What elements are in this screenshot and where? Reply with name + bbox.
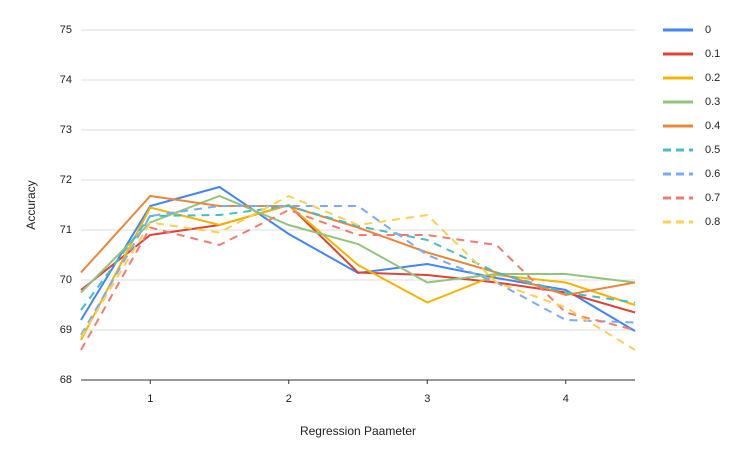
- legend-label: 0: [705, 24, 711, 36]
- legend-label: 0.1: [705, 48, 720, 60]
- series-line: [80, 194, 636, 297]
- legend-label: 0.3: [705, 96, 720, 108]
- y-tick-label: 72: [60, 174, 72, 186]
- series-line: [80, 208, 636, 351]
- y-tick-label: 74: [60, 74, 72, 86]
- x-tick-label: 2: [286, 393, 292, 405]
- y-tick-label: 75: [60, 24, 72, 36]
- x-axis-title: Regression Paameter: [300, 424, 416, 438]
- legend-label: 0.7: [705, 192, 720, 204]
- y-tick-label: 70: [60, 274, 72, 286]
- legend-label: 0.5: [705, 144, 720, 156]
- x-tick-label: 1: [147, 393, 153, 405]
- y-axis-title: Accuracy: [24, 180, 38, 229]
- y-tick-label: 71: [60, 224, 72, 236]
- x-tick-label: 3: [424, 393, 430, 405]
- legend-label: 0.2: [705, 72, 720, 84]
- y-tick-label: 69: [60, 324, 72, 336]
- legend-label: 0.6: [705, 168, 720, 180]
- legend-label: 0.8: [705, 216, 720, 228]
- x-tick-label: 4: [563, 393, 569, 405]
- series-line: [80, 194, 636, 351]
- legend-label: 0.4: [705, 120, 720, 132]
- y-tick-label: 73: [60, 124, 72, 136]
- series-line: [80, 205, 636, 336]
- y-tick-label: 68: [60, 374, 72, 386]
